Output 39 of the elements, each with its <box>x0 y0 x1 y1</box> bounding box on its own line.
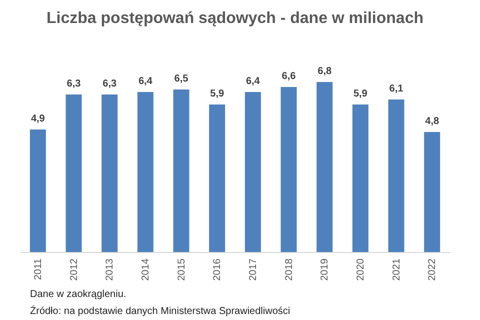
bar <box>173 90 190 252</box>
x-tick-label: 2011 <box>32 258 44 280</box>
data-label: 6,3 <box>102 78 117 90</box>
data-label: 5,9 <box>210 88 224 100</box>
data-label: 6,4 <box>138 76 153 87</box>
data-label: 6,8 <box>318 66 332 77</box>
bar <box>352 104 368 252</box>
x-tick-label: 2019 <box>320 258 331 281</box>
x-tick-label: 2012 <box>68 258 80 281</box>
data-label: 4,8 <box>425 116 440 127</box>
bar <box>209 104 226 252</box>
bar <box>316 82 333 252</box>
x-tick-label: 2022 <box>427 258 438 281</box>
data-label: 6,1 <box>389 84 404 94</box>
bar <box>244 92 261 252</box>
bar <box>102 94 118 252</box>
bar <box>66 94 82 252</box>
chart-title: Liczba postępowań sądowych - dane w milionach <box>46 10 424 27</box>
data-label: 6,5 <box>174 74 189 84</box>
x-tick-label: 2016 <box>212 258 224 281</box>
x-tick-label: 2018 <box>284 258 295 281</box>
x-tick-label: 2017 <box>248 258 259 281</box>
x-tick-label: 2021 <box>391 258 402 281</box>
bar <box>30 130 46 252</box>
data-label: 6,3 <box>66 78 82 90</box>
x-tick-label: 2020 <box>355 258 366 281</box>
data-label: 6,6 <box>282 71 296 82</box>
x-tick-label: 2013 <box>104 258 116 281</box>
bar <box>424 132 440 252</box>
data-label: 5,9 <box>353 88 368 100</box>
bar <box>137 92 154 252</box>
text: Dane w zaokrągleniu. <box>30 288 128 302</box>
bar <box>388 100 404 252</box>
data-label: 6,4 <box>246 76 260 87</box>
data-label: 4,9 <box>30 114 46 124</box>
x-tick-label: 2014 <box>140 258 152 281</box>
x-tick-label: 2015 <box>176 258 188 281</box>
text: Źródło: na podstawie danych Ministerstwa Sprawiedliwości <box>30 304 290 319</box>
bar <box>280 87 297 252</box>
